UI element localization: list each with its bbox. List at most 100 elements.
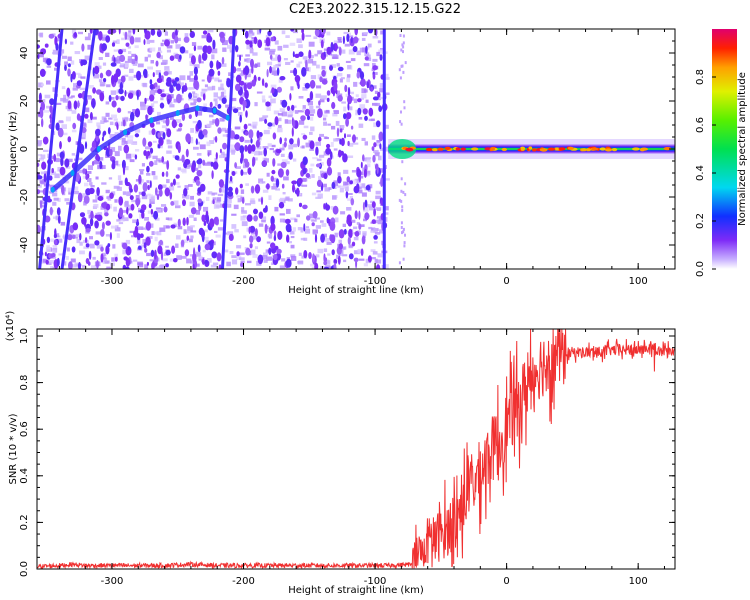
noise-speckle [311,192,317,196]
noise-blob [105,35,111,43]
noise-speckle [342,49,346,54]
noise-blob [292,51,295,58]
noise-blob [76,113,81,121]
noise-speckle [361,37,366,41]
noise-speckle [402,45,405,49]
noise-speckle [164,66,170,71]
noise-blob [265,205,268,212]
noise-blob [378,105,383,112]
noise-speckle [316,64,320,69]
noise-blob [202,93,206,101]
noise-speckle [203,103,207,109]
noise-blob [165,249,171,256]
noise-blob [59,166,66,176]
noise-speckle [52,192,58,197]
noise-blob [215,152,218,160]
noise-blob [139,233,144,238]
noise-speckle [73,83,78,88]
noise-speckle [142,82,148,88]
noise-blob [132,29,136,35]
noise-speckle [59,49,65,54]
noise-blob [146,165,150,173]
noise-speckle [89,85,94,89]
noise-speckle [54,67,59,71]
noise-speckle [241,210,247,214]
noise-blob [251,144,256,152]
noise-speckle [377,253,383,258]
noise-blob [365,45,368,54]
noise-speckle [154,160,158,165]
noise-blob [185,148,189,158]
noise-speckle [113,206,117,212]
noise-speckle [245,183,249,186]
noise-blob [333,81,338,92]
noise-speckle [160,42,164,47]
noise-blob [252,156,256,166]
noise-blob [169,55,175,61]
noise-blob [70,73,73,83]
noise-blob [148,160,154,167]
noise-blob [210,161,214,167]
noise-blob [134,108,141,118]
noise-speckle [141,195,148,200]
noise-speckle [384,77,390,80]
noise-speckle [168,101,173,105]
noise-speckle [304,228,311,234]
noise-blob [312,253,315,263]
noise-blob [170,201,175,206]
noise-blob [239,54,242,62]
noise-speckle [129,68,134,73]
noise-blob [304,108,311,117]
noise-speckle [118,145,122,151]
arc-trace-point [175,110,180,116]
noise-blob [253,208,258,215]
noise-blob [364,115,368,121]
noise-blob [196,159,203,165]
noise-speckle [261,216,267,221]
noise-speckle [364,173,370,177]
noise-blob [147,141,153,148]
noise-speckle [373,150,379,153]
noise-speckle [89,182,93,186]
noise-blob [218,187,222,193]
noise-speckle [402,50,404,54]
noise-speckle [193,217,197,221]
noise-blob [118,196,124,206]
noise-blob [276,248,282,255]
noise-blob [99,92,105,102]
noise-speckle [220,91,225,97]
noise-speckle [81,123,87,128]
noise-blob [145,236,151,246]
noise-speckle [114,151,120,157]
noise-speckle [315,105,321,109]
noise-speckle [96,122,101,127]
noise-blob [68,261,73,269]
noise-blob [371,146,375,151]
noise-speckle [196,153,202,156]
noise-blob [202,30,208,35]
noise-speckle [204,162,211,166]
noise-blob [149,122,155,128]
noise-speckle [402,227,405,231]
noise-speckle [201,79,205,82]
noise-speckle [95,194,100,200]
noise-speckle [70,258,76,263]
noise-blob [371,201,376,209]
noise-speckle [135,179,140,182]
noise-speckle [224,129,229,133]
noise-blob [265,101,271,107]
noise-blob [173,258,178,263]
noise-speckle [173,98,178,103]
noise-speckle [82,193,87,198]
noise-speckle [347,198,351,201]
noise-blob [325,147,332,155]
noise-speckle [63,94,67,100]
noise-blob [204,243,211,251]
noise-speckle [212,262,219,266]
noise-blob [133,184,139,193]
noise-blob [222,142,228,150]
noise-speckle [182,239,189,243]
noise-speckle [272,183,277,186]
noise-speckle [355,113,359,116]
noise-speckle [74,51,81,55]
